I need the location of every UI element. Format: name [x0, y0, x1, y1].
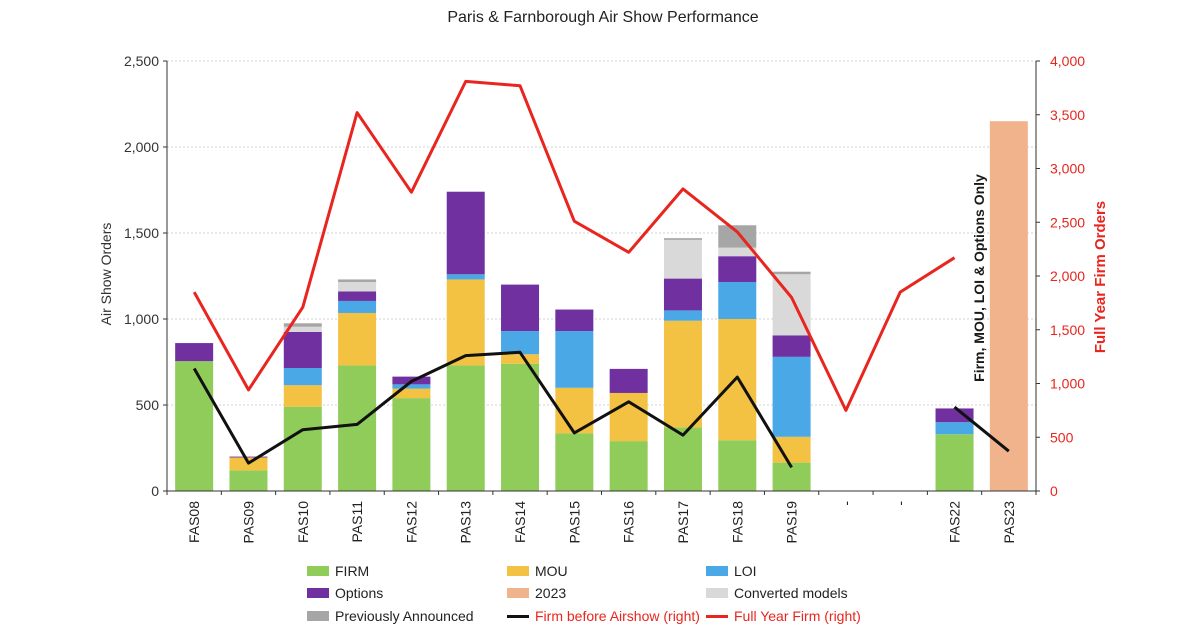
bar-previously-announced — [718, 225, 757, 248]
line-firm-before-airshow-right — [192, 350, 1010, 469]
bar-options — [283, 331, 322, 369]
bar-loi — [718, 282, 757, 319]
y2-tick-label: 4,000 — [1050, 53, 1085, 69]
axes-group: 0 500 1,000 1,500 2,000 2,500 0 500 1,000 1,500 2,… — [124, 53, 1085, 544]
bar-firm — [663, 427, 702, 491]
bar-mou — [501, 354, 540, 364]
x-tick-label: FAS08 — [186, 501, 202, 543]
bar-mou — [772, 436, 811, 463]
bar-converted-models — [283, 326, 322, 332]
x-tick-label: FAS12 — [403, 501, 419, 543]
bar-options — [175, 343, 214, 362]
x-tick-label: PAS17 — [675, 501, 691, 544]
bar-loi — [283, 368, 322, 386]
y2-tick-label: 1,000 — [1050, 376, 1085, 392]
lines-group — [192, 79, 1010, 469]
y-tick-label: 2,000 — [124, 139, 159, 155]
bar-options — [501, 284, 540, 332]
bar-firm — [175, 361, 214, 491]
bar-mou — [446, 279, 485, 366]
y2-tick-label: 2,500 — [1050, 214, 1085, 230]
x-tick-label: PAS11 — [349, 501, 365, 543]
y-axis-label: Air Show Orders — [98, 223, 114, 326]
bar-mou — [663, 320, 702, 428]
bar-previously-announced — [772, 271, 811, 275]
bar-loi — [392, 384, 431, 389]
bar-loi — [338, 300, 377, 313]
bar-previously-announced — [283, 323, 322, 327]
bar-options — [609, 368, 648, 393]
bar-loi — [935, 422, 974, 435]
bar-options — [446, 191, 485, 275]
y-tick-label: 2,500 — [124, 53, 159, 69]
bar-mou — [609, 392, 648, 442]
bar-firm — [283, 406, 322, 491]
bar-options — [229, 456, 268, 458]
y2-tick-label: 0 — [1050, 483, 1058, 499]
y2-tick-label: 1,500 — [1050, 322, 1085, 338]
chart-title: Paris & Farnborough Air Show Performance — [447, 9, 758, 26]
x-tick-label: PAS13 — [458, 501, 474, 544]
bar-options — [935, 408, 974, 423]
bar-2023 — [989, 121, 1028, 491]
bar-mou — [392, 388, 431, 399]
bar-firm — [718, 440, 757, 491]
y-tick-label: 1,000 — [124, 311, 159, 327]
annotation-label: Firm, MOU, LOI & Options Only — [971, 174, 987, 382]
bars-group: Firm, MOU, LOI & Options Only — [175, 121, 1028, 491]
bar-loi — [663, 310, 702, 321]
bar-mou — [283, 385, 322, 407]
y2-tick-label: 3,000 — [1050, 161, 1085, 177]
y-tick-label: 0 — [151, 483, 159, 499]
bar-options — [555, 309, 594, 332]
y2-tick-label: 3,500 — [1050, 107, 1085, 123]
y2-tick-label: 2,000 — [1050, 268, 1085, 284]
y2-tick-label: 500 — [1050, 429, 1074, 445]
x-tick-label: PAS15 — [566, 501, 582, 544]
bar-loi — [772, 356, 811, 437]
x-tick-label: - — [838, 501, 854, 506]
bar-options — [718, 256, 757, 283]
bar-firm — [501, 363, 540, 491]
x-tick-label: FAS10 — [295, 501, 311, 543]
line-full-year-firm-right — [192, 79, 956, 412]
x-tick-label: - — [892, 501, 908, 506]
y-tick-label: 1,500 — [124, 225, 159, 241]
y2-axis-label: Full Year Firm Orders — [1092, 201, 1109, 353]
bar-options — [338, 291, 377, 301]
bar-previously-announced — [338, 279, 377, 283]
x-tick-label: FAS16 — [621, 501, 637, 543]
bar-loi — [555, 331, 594, 388]
x-tick-label: FAS18 — [729, 501, 745, 543]
bar-firm — [229, 470, 268, 491]
x-tick-label: FAS14 — [512, 501, 528, 543]
x-tick-label: PAS19 — [784, 501, 800, 544]
x-tick-label: PAS09 — [240, 501, 256, 544]
bar-firm — [338, 365, 377, 491]
bar-firm — [935, 434, 974, 491]
bar-firm — [555, 433, 594, 491]
bar-firm — [392, 398, 431, 491]
bar-converted-models — [338, 282, 377, 292]
bar-firm — [446, 365, 485, 491]
bar-converted-models — [663, 239, 702, 279]
bar-converted-models — [718, 247, 757, 257]
bar-options — [663, 278, 702, 311]
y-tick-label: 500 — [136, 397, 160, 413]
x-tick-label: FAS22 — [947, 501, 963, 543]
bar-previously-announced — [663, 238, 702, 240]
bar-mou — [338, 312, 377, 366]
bar-loi — [446, 274, 485, 280]
bar-firm — [609, 441, 648, 491]
bar-loi — [501, 331, 540, 355]
x-tick-label: PAS23 — [1001, 501, 1017, 544]
bar-options — [772, 335, 811, 357]
